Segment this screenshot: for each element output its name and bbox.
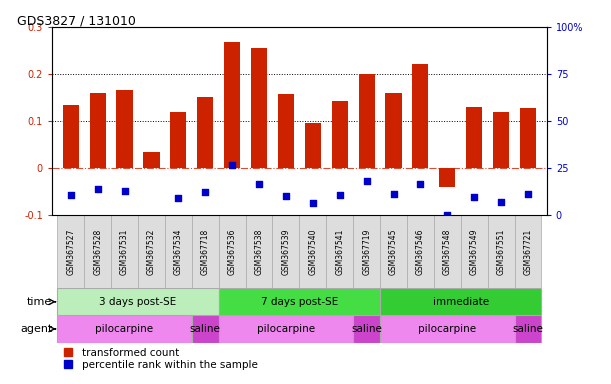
Point: [389, 191, 398, 197]
Point: [308, 200, 318, 206]
Text: saline: saline: [351, 324, 382, 334]
Text: GSM367545: GSM367545: [389, 228, 398, 275]
FancyBboxPatch shape: [219, 315, 353, 343]
Bar: [412, 64, 428, 168]
FancyBboxPatch shape: [273, 215, 299, 288]
Text: GSM367538: GSM367538: [255, 228, 263, 275]
FancyBboxPatch shape: [326, 215, 353, 288]
FancyBboxPatch shape: [111, 215, 138, 288]
Point: [469, 194, 479, 200]
Point: [281, 193, 291, 199]
FancyBboxPatch shape: [353, 315, 380, 343]
Text: GSM367718: GSM367718: [201, 228, 210, 275]
Bar: [117, 90, 133, 168]
Text: pilocarpine: pilocarpine: [257, 324, 315, 334]
Text: 7 days post-SE: 7 days post-SE: [261, 297, 338, 307]
Text: GSM367527: GSM367527: [66, 228, 75, 275]
Bar: [251, 48, 267, 168]
Text: GSM367536: GSM367536: [228, 228, 236, 275]
Text: GSM367539: GSM367539: [282, 228, 290, 275]
FancyBboxPatch shape: [57, 288, 219, 315]
FancyBboxPatch shape: [84, 215, 111, 288]
Text: GSM367540: GSM367540: [309, 228, 317, 275]
Text: GSM367532: GSM367532: [147, 228, 156, 275]
Text: GSM367719: GSM367719: [362, 228, 371, 275]
Text: pilocarpine: pilocarpine: [419, 324, 477, 334]
FancyBboxPatch shape: [407, 215, 434, 288]
Point: [496, 199, 506, 205]
Point: [523, 191, 533, 197]
Bar: [224, 42, 240, 168]
Point: [227, 162, 237, 168]
Text: GSM367551: GSM367551: [497, 228, 506, 275]
Text: saline: saline: [190, 324, 221, 334]
Bar: [305, 123, 321, 168]
Point: [147, 216, 156, 222]
Text: GDS3827 / 131010: GDS3827 / 131010: [17, 14, 136, 27]
Text: saline: saline: [513, 324, 543, 334]
FancyBboxPatch shape: [380, 315, 514, 343]
Point: [93, 186, 103, 192]
Bar: [144, 152, 159, 168]
Bar: [332, 101, 348, 168]
FancyBboxPatch shape: [192, 315, 219, 343]
Bar: [197, 98, 213, 168]
Bar: [90, 93, 106, 168]
FancyBboxPatch shape: [434, 215, 461, 288]
Text: pilocarpine: pilocarpine: [95, 324, 153, 334]
Bar: [278, 94, 294, 168]
Point: [442, 212, 452, 218]
Text: GSM367546: GSM367546: [416, 228, 425, 275]
FancyBboxPatch shape: [192, 215, 219, 288]
Bar: [63, 106, 79, 168]
Bar: [439, 168, 455, 187]
Text: time: time: [27, 297, 53, 307]
FancyBboxPatch shape: [488, 215, 514, 288]
Text: GSM367548: GSM367548: [443, 228, 452, 275]
Text: GSM367528: GSM367528: [93, 228, 102, 275]
Point: [174, 195, 183, 201]
FancyBboxPatch shape: [219, 215, 246, 288]
FancyBboxPatch shape: [380, 215, 407, 288]
Text: GSM367531: GSM367531: [120, 228, 129, 275]
Text: 3 days post-SE: 3 days post-SE: [100, 297, 177, 307]
Point: [415, 180, 425, 187]
Text: GSM367549: GSM367549: [470, 228, 479, 275]
Point: [66, 192, 76, 198]
Bar: [386, 93, 401, 168]
Point: [200, 189, 210, 195]
Text: GSM367721: GSM367721: [524, 228, 533, 275]
FancyBboxPatch shape: [380, 288, 541, 315]
FancyBboxPatch shape: [299, 215, 326, 288]
FancyBboxPatch shape: [219, 288, 380, 315]
Point: [254, 181, 264, 187]
FancyBboxPatch shape: [57, 315, 192, 343]
Text: agent: agent: [20, 324, 53, 334]
Point: [335, 192, 345, 198]
Bar: [493, 111, 509, 168]
Text: GSM367541: GSM367541: [335, 228, 344, 275]
Point: [120, 187, 130, 194]
Legend: transformed count, percentile rank within the sample: transformed count, percentile rank withi…: [57, 348, 258, 370]
FancyBboxPatch shape: [461, 215, 488, 288]
Bar: [466, 107, 482, 168]
FancyBboxPatch shape: [353, 215, 380, 288]
FancyBboxPatch shape: [246, 215, 273, 288]
FancyBboxPatch shape: [138, 215, 165, 288]
Bar: [520, 108, 536, 168]
FancyBboxPatch shape: [514, 315, 541, 343]
FancyBboxPatch shape: [57, 215, 84, 288]
Point: [362, 178, 371, 184]
Bar: [170, 111, 186, 168]
Bar: [359, 74, 375, 168]
FancyBboxPatch shape: [165, 215, 192, 288]
FancyBboxPatch shape: [514, 215, 541, 288]
Text: immediate: immediate: [433, 297, 489, 307]
Text: GSM367534: GSM367534: [174, 228, 183, 275]
